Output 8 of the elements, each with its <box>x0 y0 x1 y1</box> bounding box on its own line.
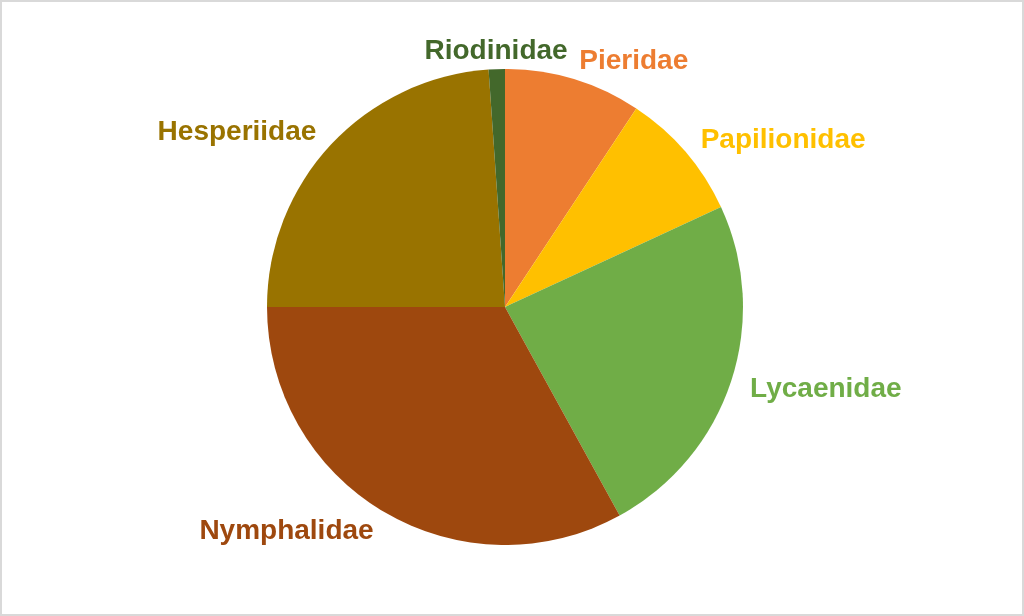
slice-label: Hesperiidae <box>157 115 317 147</box>
slice-label: Nymphalidae <box>199 513 374 545</box>
slice-label: Riodinidae <box>424 33 568 65</box>
slice-label: Papilionidae <box>700 123 866 155</box>
slice-label: Pieridae <box>579 44 689 76</box>
slice-label: Lycaenidae <box>750 372 902 403</box>
pie-slice <box>505 69 637 307</box>
pie-slice <box>505 207 743 516</box>
